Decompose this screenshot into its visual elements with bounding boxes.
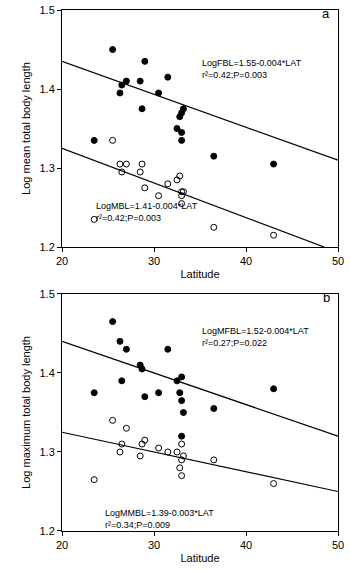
svg-text:LogMFBL=1.52-0.004*LATr²=0.27;: LogMFBL=1.52-0.004*LATr²=0.27;P=0.022 (202, 326, 309, 348)
svg-text:Latitude: Latitude (180, 268, 219, 280)
svg-text:20: 20 (56, 539, 68, 551)
svg-text:1.3: 1.3 (40, 162, 55, 174)
svg-text:40: 40 (240, 255, 252, 267)
svg-text:1.5: 1.5 (40, 288, 55, 300)
svg-text:1.4: 1.4 (40, 367, 55, 379)
svg-text:a: a (322, 6, 330, 21)
svg-text:30: 30 (148, 539, 160, 551)
svg-text:LogFBL=1.55-0.004*LATr²=0.42;P: LogFBL=1.55-0.004*LATr²=0.42;P=0.003 (202, 58, 302, 80)
svg-text:1.3: 1.3 (40, 446, 55, 458)
svg-text:Latitude: Latitude (180, 552, 219, 564)
svg-text:Log maximum total body length: Log maximum total body length (20, 336, 32, 489)
svg-text:LogMMBL=1.39-0.003*LATr²=0.34;: LogMMBL=1.39-0.003*LATr²=0.34;P=0.009 (105, 508, 214, 530)
svg-text:30: 30 (148, 255, 160, 267)
svg-text:1.2: 1.2 (40, 241, 55, 253)
svg-text:b: b (323, 290, 330, 305)
svg-text:50: 50 (332, 539, 344, 551)
svg-text:20: 20 (56, 255, 68, 267)
svg-text:1.2: 1.2 (40, 525, 55, 537)
svg-text:1.5: 1.5 (40, 4, 55, 16)
svg-text:LogMBL=1.41-0.004*LATr²=0.42;P: LogMBL=1.41-0.004*LATr²=0.42;P=0.003 (96, 201, 198, 223)
svg-text:40: 40 (240, 539, 252, 551)
svg-text:1.4: 1.4 (40, 83, 55, 95)
svg-text:50: 50 (332, 255, 344, 267)
svg-text:Log mean total body length: Log mean total body length (20, 62, 32, 195)
